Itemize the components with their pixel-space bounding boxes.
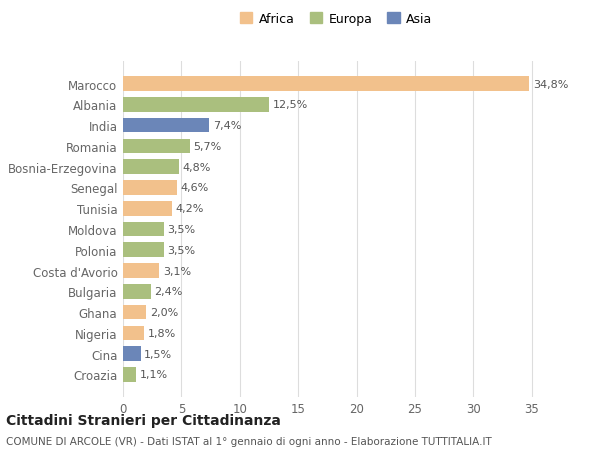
Text: 5,7%: 5,7% xyxy=(193,142,221,151)
Bar xyxy=(123,285,151,299)
Bar xyxy=(123,98,269,112)
Bar xyxy=(123,222,164,237)
Text: 4,2%: 4,2% xyxy=(176,204,204,214)
Text: 34,8%: 34,8% xyxy=(533,79,568,90)
Bar xyxy=(123,140,190,154)
Bar xyxy=(123,367,136,382)
Text: 2,4%: 2,4% xyxy=(155,287,183,297)
Text: 12,5%: 12,5% xyxy=(272,100,308,110)
Text: 4,8%: 4,8% xyxy=(182,162,211,172)
Text: 4,6%: 4,6% xyxy=(180,183,208,193)
Bar xyxy=(123,243,164,257)
Bar xyxy=(123,77,529,92)
Text: 1,8%: 1,8% xyxy=(148,328,176,338)
Text: 2,0%: 2,0% xyxy=(150,308,178,317)
Legend: Africa, Europa, Asia: Africa, Europa, Asia xyxy=(240,13,432,26)
Bar xyxy=(123,347,140,361)
Bar xyxy=(123,326,144,341)
Bar xyxy=(123,263,159,278)
Bar xyxy=(123,202,172,216)
Text: 7,4%: 7,4% xyxy=(213,121,241,131)
Bar xyxy=(123,160,179,174)
Text: COMUNE DI ARCOLE (VR) - Dati ISTAT al 1° gennaio di ogni anno - Elaborazione TUT: COMUNE DI ARCOLE (VR) - Dati ISTAT al 1°… xyxy=(6,436,492,446)
Text: Cittadini Stranieri per Cittadinanza: Cittadini Stranieri per Cittadinanza xyxy=(6,413,281,427)
Bar xyxy=(123,118,209,133)
Bar xyxy=(123,181,177,196)
Text: 1,1%: 1,1% xyxy=(139,369,167,380)
Text: 3,5%: 3,5% xyxy=(167,224,196,235)
Text: 3,1%: 3,1% xyxy=(163,266,191,276)
Bar xyxy=(123,305,146,319)
Text: 1,5%: 1,5% xyxy=(144,349,172,359)
Text: 3,5%: 3,5% xyxy=(167,245,196,255)
